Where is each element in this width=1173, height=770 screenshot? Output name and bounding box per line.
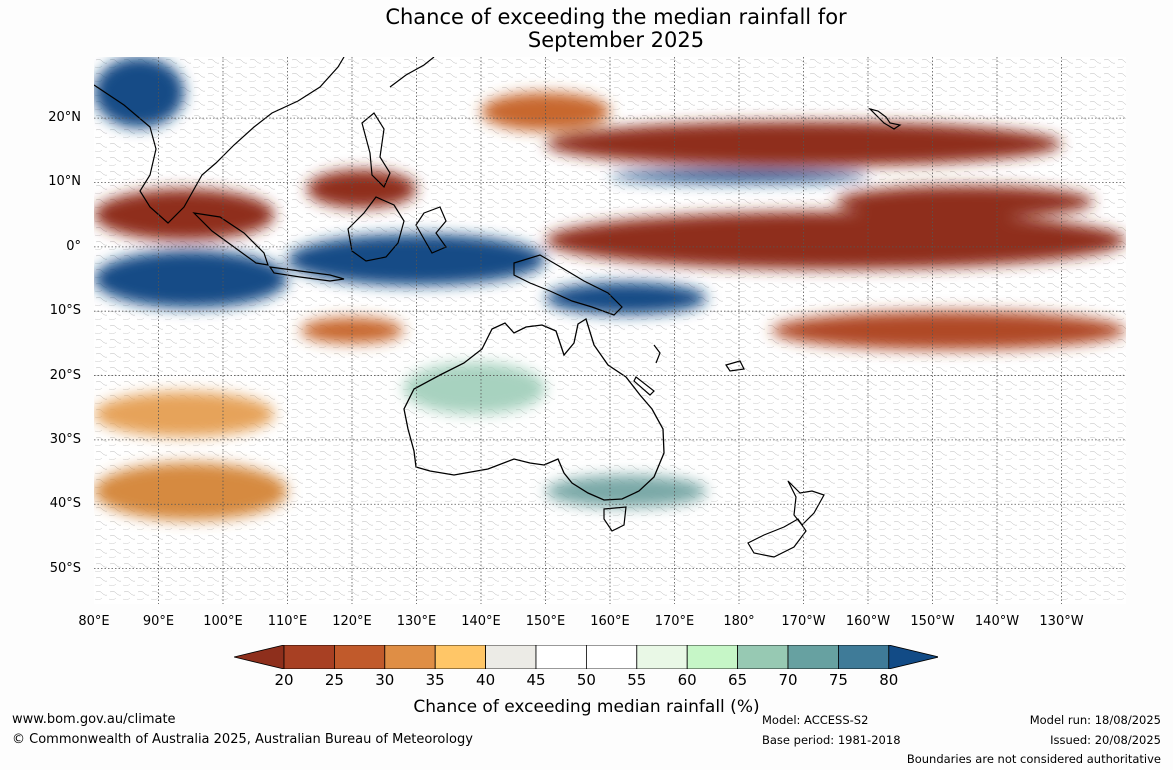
latitude-label: 40°S xyxy=(49,496,81,512)
colorbar-segment-5 xyxy=(535,645,587,669)
map-title-line-1: Chance of exceeding the median rainfall … xyxy=(385,5,847,29)
rainfall-band-7 xyxy=(481,92,610,132)
longitude-label: 130°W xyxy=(1039,614,1084,629)
rainfall-band-16 xyxy=(94,391,275,437)
colorbar-segment-9 xyxy=(737,645,789,669)
rainfall-band-5 xyxy=(771,311,1126,350)
colorbar-segment-10 xyxy=(787,645,839,669)
colorbar-tick-label: 20 xyxy=(274,671,294,689)
borneo-coastline xyxy=(347,196,405,262)
website-link[interactable]: www.bom.gov.au/climate xyxy=(12,712,176,727)
colorbar-segment-6 xyxy=(585,645,638,669)
colorbar-tick-label: 40 xyxy=(476,671,496,689)
disclaimer-text: Boundaries are not considered authoritat… xyxy=(906,752,1161,766)
hawaii-coastline xyxy=(868,107,902,130)
colorbar-tick-label: 65 xyxy=(728,671,748,689)
latitude-label: 20°S xyxy=(49,367,81,383)
colorbar xyxy=(234,645,938,669)
fiji-coastline xyxy=(725,360,745,372)
japan-coastline xyxy=(389,57,435,88)
longitude-label: 180° xyxy=(723,614,755,629)
issued-text: Issued: 20/08/2025 xyxy=(1050,733,1161,747)
sulawesi-coastline xyxy=(415,206,447,254)
colorbar-label: Chance of exceeding median rainfall (%) xyxy=(413,697,760,717)
latitude-label: 10°N xyxy=(48,174,81,190)
rainfall-band-11 xyxy=(94,57,185,128)
map-title-line-2: September 2025 xyxy=(527,28,705,52)
philippines-coastline xyxy=(361,112,391,189)
colorbar-tick-label: 25 xyxy=(324,671,344,689)
colorbar-segment-2 xyxy=(384,645,436,669)
colorbar-over-arrow xyxy=(888,645,938,669)
colorbar-segment-4 xyxy=(485,645,537,669)
longitude-label: 140°W xyxy=(974,614,1020,629)
new-zealand-north-coastline xyxy=(787,480,825,526)
colorbar-segment-3 xyxy=(434,645,486,669)
rainfall-band-10 xyxy=(545,282,707,315)
colorbar-tick-label: 75 xyxy=(828,671,848,689)
rainfall-band-14 xyxy=(403,362,546,415)
model-text: Model: ACCESS-S2 xyxy=(762,713,869,727)
asia-mainland-coastline xyxy=(94,57,345,224)
map-canvas xyxy=(94,57,1126,604)
longitude-label: 130°E xyxy=(396,614,437,629)
colorbar-segment-7 xyxy=(636,645,688,669)
longitude-label: 160°E xyxy=(590,614,630,629)
australia-coastline xyxy=(403,318,665,501)
model-run-text: Model run: 18/08/2025 xyxy=(1029,713,1161,727)
tasmania-coastline xyxy=(603,506,627,532)
longitude-label: 140°E xyxy=(461,614,501,629)
colorbar-tick-label: 35 xyxy=(425,671,445,689)
longitude-label: 100°E xyxy=(203,614,243,629)
latitude-label: 30°S xyxy=(49,431,81,447)
rainfall-map xyxy=(94,57,1126,604)
rainfall-band-13 xyxy=(545,475,707,508)
colorbar-tick-label: 50 xyxy=(576,671,596,689)
latitude-label: 20°N xyxy=(48,110,81,126)
rainfall-band-4 xyxy=(835,185,1094,218)
longitude-label: 150°W xyxy=(910,614,955,629)
colorbar-segment-11 xyxy=(838,645,890,669)
rainfall-band-1 xyxy=(306,169,417,209)
vanuatu-coastline xyxy=(653,344,661,364)
rainfall-band-3 xyxy=(545,211,1126,270)
latitude-label: 0° xyxy=(66,238,81,254)
longitude-label: 160°W xyxy=(845,614,891,629)
longitude-label: 150°E xyxy=(525,614,566,629)
colorbar-tick-label: 30 xyxy=(375,671,395,689)
colorbar-segment-1 xyxy=(334,645,386,669)
base-period-text: Base period: 1981-2018 xyxy=(762,733,901,747)
colorbar-tick-label: 60 xyxy=(677,671,697,689)
colorbar-tick-label: 45 xyxy=(526,671,546,689)
colorbar-segment-0 xyxy=(283,645,335,669)
rainfall-band-9 xyxy=(94,250,288,308)
colorbar-tick-label: 80 xyxy=(879,671,899,689)
longitude-label: 110°E xyxy=(267,614,308,629)
sumatra-coastline xyxy=(192,212,269,266)
longitude-label: 80°E xyxy=(78,614,110,629)
new-zealand-south-coastline xyxy=(747,518,807,558)
java-coastline xyxy=(268,266,345,282)
colorbar-segment-8 xyxy=(686,645,739,669)
new-guinea-coastline xyxy=(513,254,623,316)
longitude-label: 120°E xyxy=(332,614,372,629)
longitude-label: 90°E xyxy=(142,614,175,629)
latitude-label: 10°S xyxy=(49,303,81,319)
copyright-text: © Commonwealth of Australia 2025, Austra… xyxy=(12,732,473,747)
new-caledonia-coastline xyxy=(633,376,655,396)
colorbar-tick-label: 70 xyxy=(778,671,798,689)
rainfall-band-15 xyxy=(94,462,288,521)
colorbar-under-arrow xyxy=(234,645,285,669)
rainfall-band-2 xyxy=(94,188,275,241)
longitude-label: 170°W xyxy=(781,614,826,629)
longitude-label: 170°E xyxy=(654,614,695,629)
latitude-label: 50°S xyxy=(49,560,81,576)
colorbar-tick-label: 55 xyxy=(627,671,647,689)
